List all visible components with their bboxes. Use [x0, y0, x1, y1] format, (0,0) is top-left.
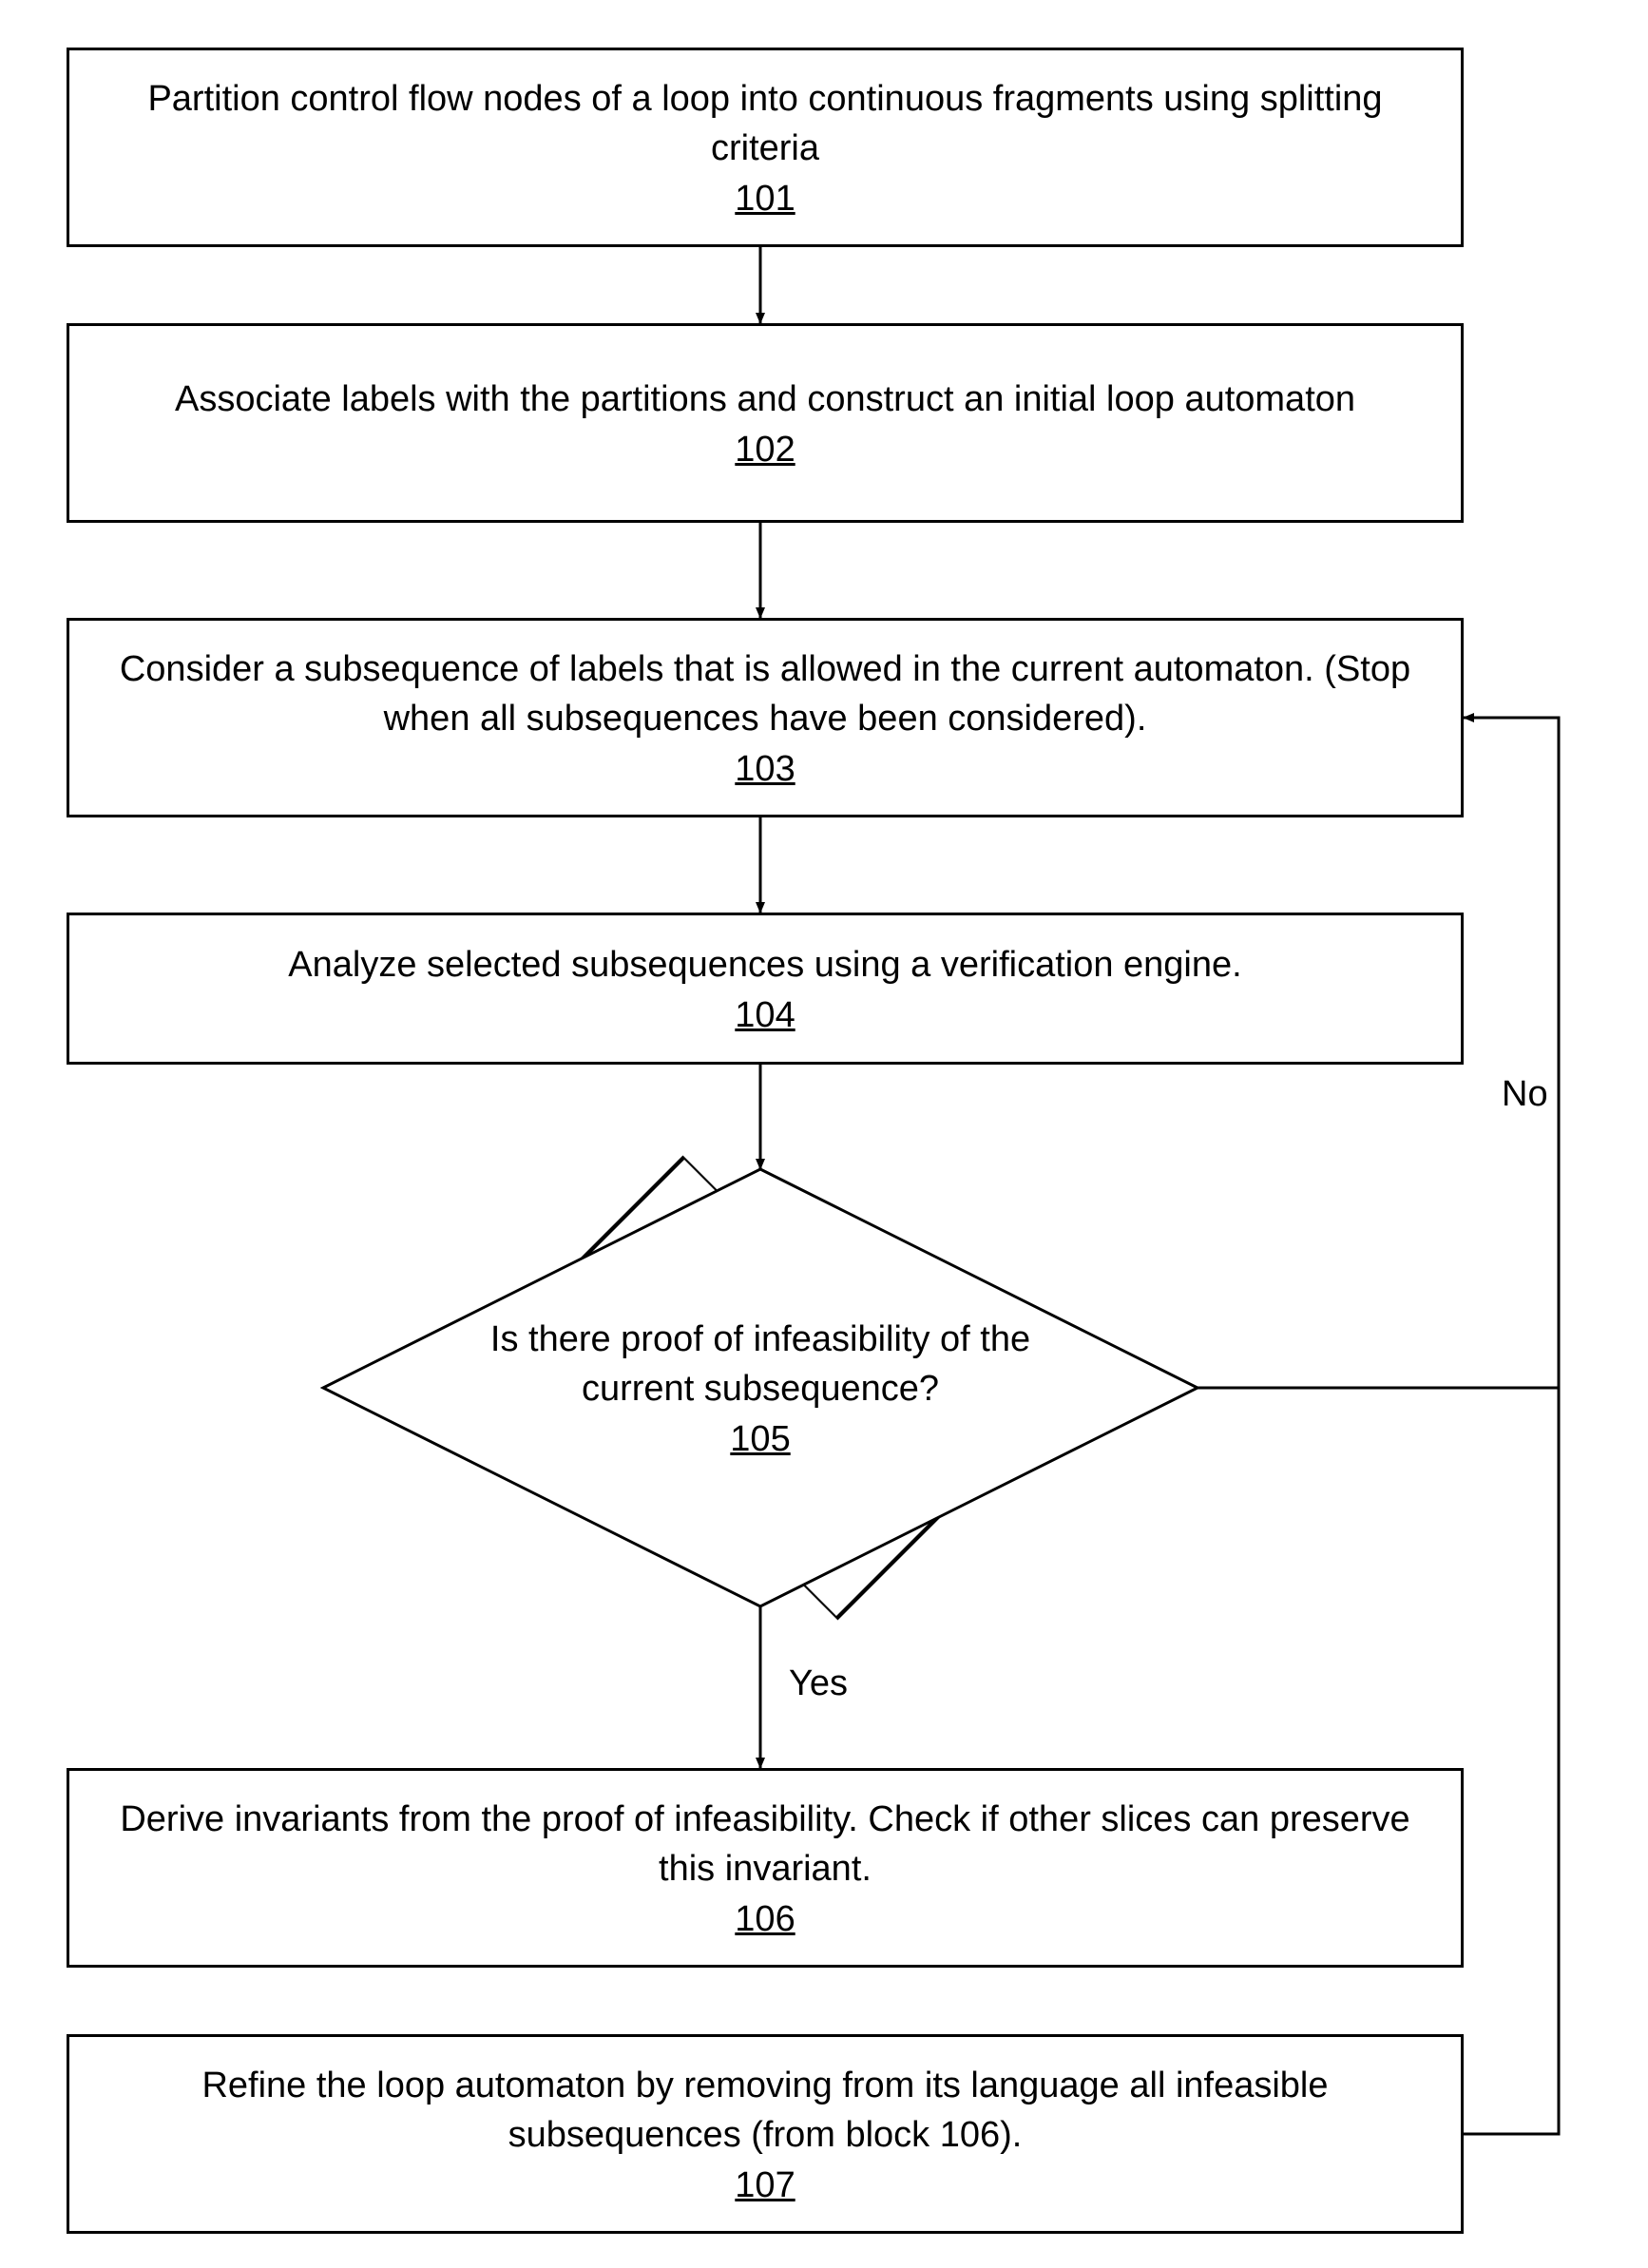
node-107-number: 107 [735, 2165, 795, 2206]
node-103-label: Consider a subsequence of labels that is… [98, 645, 1432, 743]
node-106-number: 106 [735, 1899, 795, 1940]
node-105-number: 105 [730, 1419, 790, 1460]
node-101: Partition control flow nodes of a loop i… [67, 48, 1464, 247]
node-104: Analyze selected subsequences using a ve… [67, 913, 1464, 1065]
flowchart-canvas: Partition control flow nodes of a loop i… [0, 0, 1648, 2268]
node-102-label: Associate labels with the partitions and… [175, 375, 1355, 424]
node-105-text: Is there proof of infeasibility of the c… [323, 1169, 1198, 1606]
node-103: Consider a subsequence of labels that is… [67, 618, 1464, 817]
node-102: Associate labels with the partitions and… [67, 323, 1464, 523]
node-102-number: 102 [735, 430, 795, 471]
node-105-label: Is there proof of infeasibility of the c… [456, 1316, 1064, 1413]
node-107-label: Refine the loop automaton by removing fr… [98, 2062, 1432, 2160]
edge-label-yes: Yes [789, 1663, 848, 1704]
node-104-number: 104 [735, 995, 795, 1036]
node-104-label: Analyze selected subsequences using a ve… [288, 941, 1241, 990]
node-101-number: 101 [735, 179, 795, 220]
edge-107-feedback [1464, 1388, 1559, 2134]
node-101-label: Partition control flow nodes of a loop i… [98, 75, 1432, 173]
node-106-label: Derive invariants from the proof of infe… [98, 1796, 1432, 1893]
node-103-number: 103 [735, 749, 795, 790]
node-107: Refine the loop automaton by removing fr… [67, 2034, 1464, 2234]
edge-label-no: No [1502, 1074, 1548, 1115]
node-106: Derive invariants from the proof of infe… [67, 1768, 1464, 1968]
